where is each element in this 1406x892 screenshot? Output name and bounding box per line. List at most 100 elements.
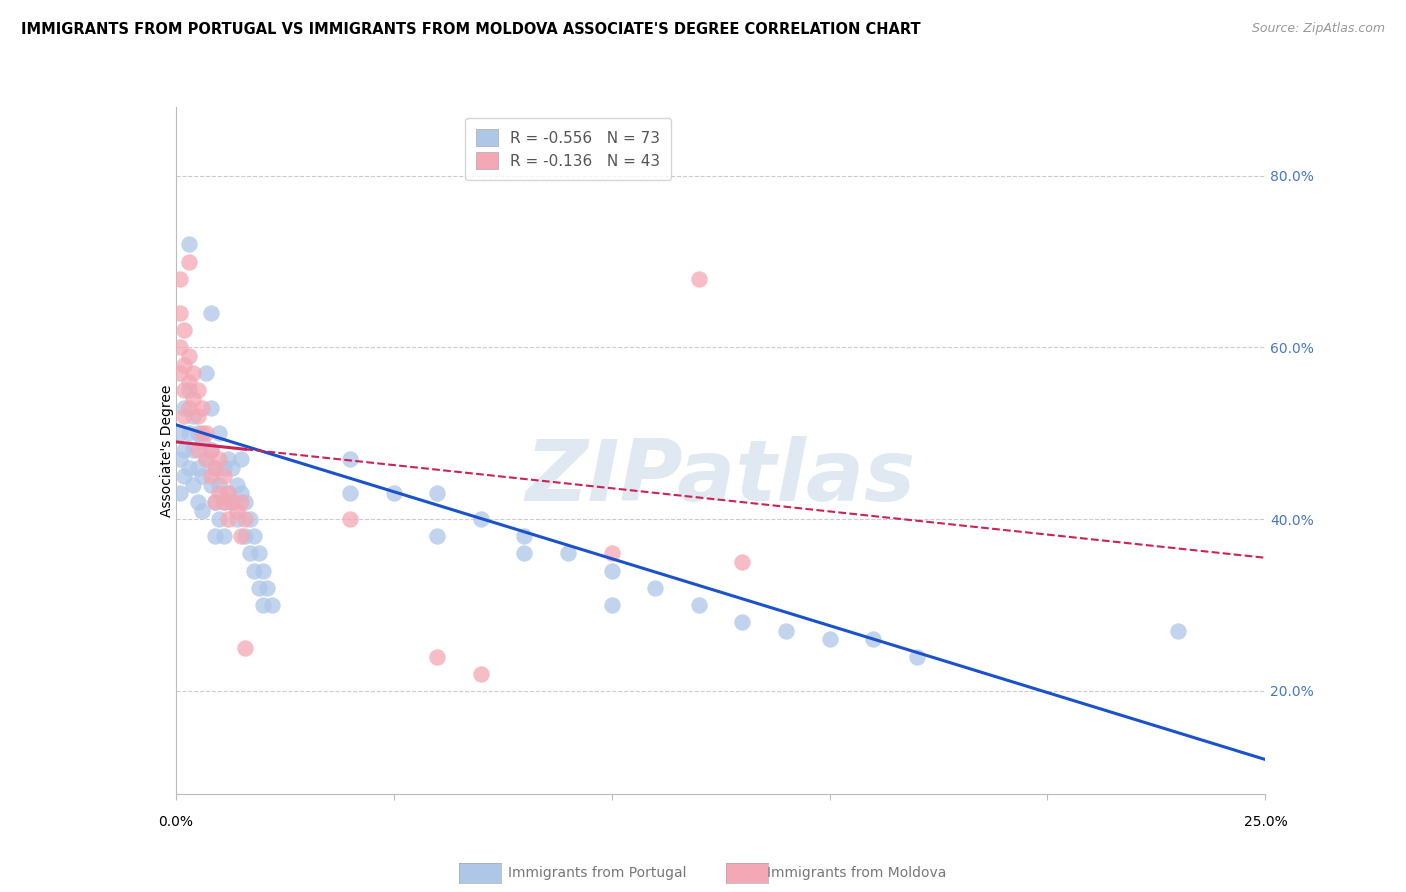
- Point: [231, 529, 253, 543]
- Point: [177, 254, 200, 268]
- Point: [208, 478, 231, 492]
- Point: [260, 598, 283, 612]
- Point: [208, 452, 231, 467]
- Point: [239, 546, 262, 561]
- Point: [173, 323, 195, 337]
- Point: [186, 443, 209, 458]
- Point: [204, 495, 226, 509]
- Text: ZIPatlas: ZIPatlas: [526, 436, 915, 519]
- Point: [195, 452, 218, 467]
- Point: [513, 546, 536, 561]
- Point: [169, 452, 191, 467]
- Point: [177, 375, 200, 389]
- Point: [204, 460, 226, 475]
- Point: [173, 409, 195, 424]
- Point: [204, 529, 226, 543]
- Point: [186, 460, 209, 475]
- Point: [169, 426, 191, 441]
- Point: [186, 426, 209, 441]
- Point: [818, 632, 841, 647]
- Point: [169, 271, 191, 285]
- Point: [200, 443, 222, 458]
- Point: [169, 340, 191, 354]
- Point: [195, 366, 218, 380]
- Point: [169, 486, 191, 500]
- Point: [186, 409, 209, 424]
- Text: Immigrants from Moldova: Immigrants from Moldova: [768, 866, 946, 880]
- Point: [200, 443, 222, 458]
- Text: 0.0%: 0.0%: [159, 815, 193, 830]
- Point: [191, 434, 214, 449]
- Point: [252, 598, 274, 612]
- Point: [200, 306, 222, 320]
- Point: [225, 503, 247, 517]
- Point: [212, 529, 235, 543]
- Point: [200, 478, 222, 492]
- Point: [177, 237, 200, 252]
- Point: [1167, 624, 1189, 638]
- Point: [217, 486, 239, 500]
- Point: [204, 460, 226, 475]
- Point: [208, 486, 231, 500]
- Point: [862, 632, 884, 647]
- Point: [221, 495, 243, 509]
- Point: [221, 495, 243, 509]
- Point: [173, 401, 195, 415]
- Point: [181, 409, 204, 424]
- Point: [426, 649, 449, 664]
- Point: [177, 460, 200, 475]
- Point: [235, 529, 257, 543]
- Point: [235, 495, 257, 509]
- Point: [173, 358, 195, 372]
- Point: [212, 460, 235, 475]
- Point: [243, 529, 266, 543]
- Point: [557, 546, 579, 561]
- Point: [513, 529, 536, 543]
- Point: [239, 512, 262, 526]
- Point: [169, 306, 191, 320]
- Point: [200, 401, 222, 415]
- Point: [231, 495, 253, 509]
- Point: [177, 426, 200, 441]
- Point: [256, 581, 278, 595]
- Point: [181, 392, 204, 406]
- Y-axis label: Associate's Degree: Associate's Degree: [160, 384, 174, 516]
- Point: [339, 486, 361, 500]
- Point: [217, 452, 239, 467]
- Point: [181, 366, 204, 380]
- Point: [231, 486, 253, 500]
- Point: [426, 486, 449, 500]
- Point: [231, 452, 253, 467]
- Point: [225, 478, 247, 492]
- Point: [186, 384, 209, 398]
- Point: [177, 384, 200, 398]
- Point: [905, 649, 928, 664]
- Point: [173, 469, 195, 483]
- Point: [181, 443, 204, 458]
- Point: [186, 495, 209, 509]
- Point: [217, 512, 239, 526]
- Point: [191, 426, 214, 441]
- Point: [247, 581, 270, 595]
- Text: 25.0%: 25.0%: [1243, 815, 1288, 830]
- Point: [173, 443, 195, 458]
- Point: [169, 366, 191, 380]
- Point: [221, 460, 243, 475]
- Point: [688, 598, 710, 612]
- Point: [208, 426, 231, 441]
- Point: [177, 349, 200, 363]
- Point: [177, 401, 200, 415]
- Point: [191, 503, 214, 517]
- Point: [212, 495, 235, 509]
- Point: [243, 564, 266, 578]
- Point: [382, 486, 405, 500]
- Text: IMMIGRANTS FROM PORTUGAL VS IMMIGRANTS FROM MOLDOVA ASSOCIATE'S DEGREE CORRELATI: IMMIGRANTS FROM PORTUGAL VS IMMIGRANTS F…: [21, 22, 921, 37]
- Point: [470, 666, 492, 681]
- Point: [204, 495, 226, 509]
- Point: [235, 512, 257, 526]
- Point: [181, 478, 204, 492]
- Point: [426, 529, 449, 543]
- Text: Immigrants from Portugal: Immigrants from Portugal: [508, 866, 686, 880]
- Point: [339, 512, 361, 526]
- Legend: R = -0.556   N = 73, R = -0.136   N = 43: R = -0.556 N = 73, R = -0.136 N = 43: [465, 118, 671, 180]
